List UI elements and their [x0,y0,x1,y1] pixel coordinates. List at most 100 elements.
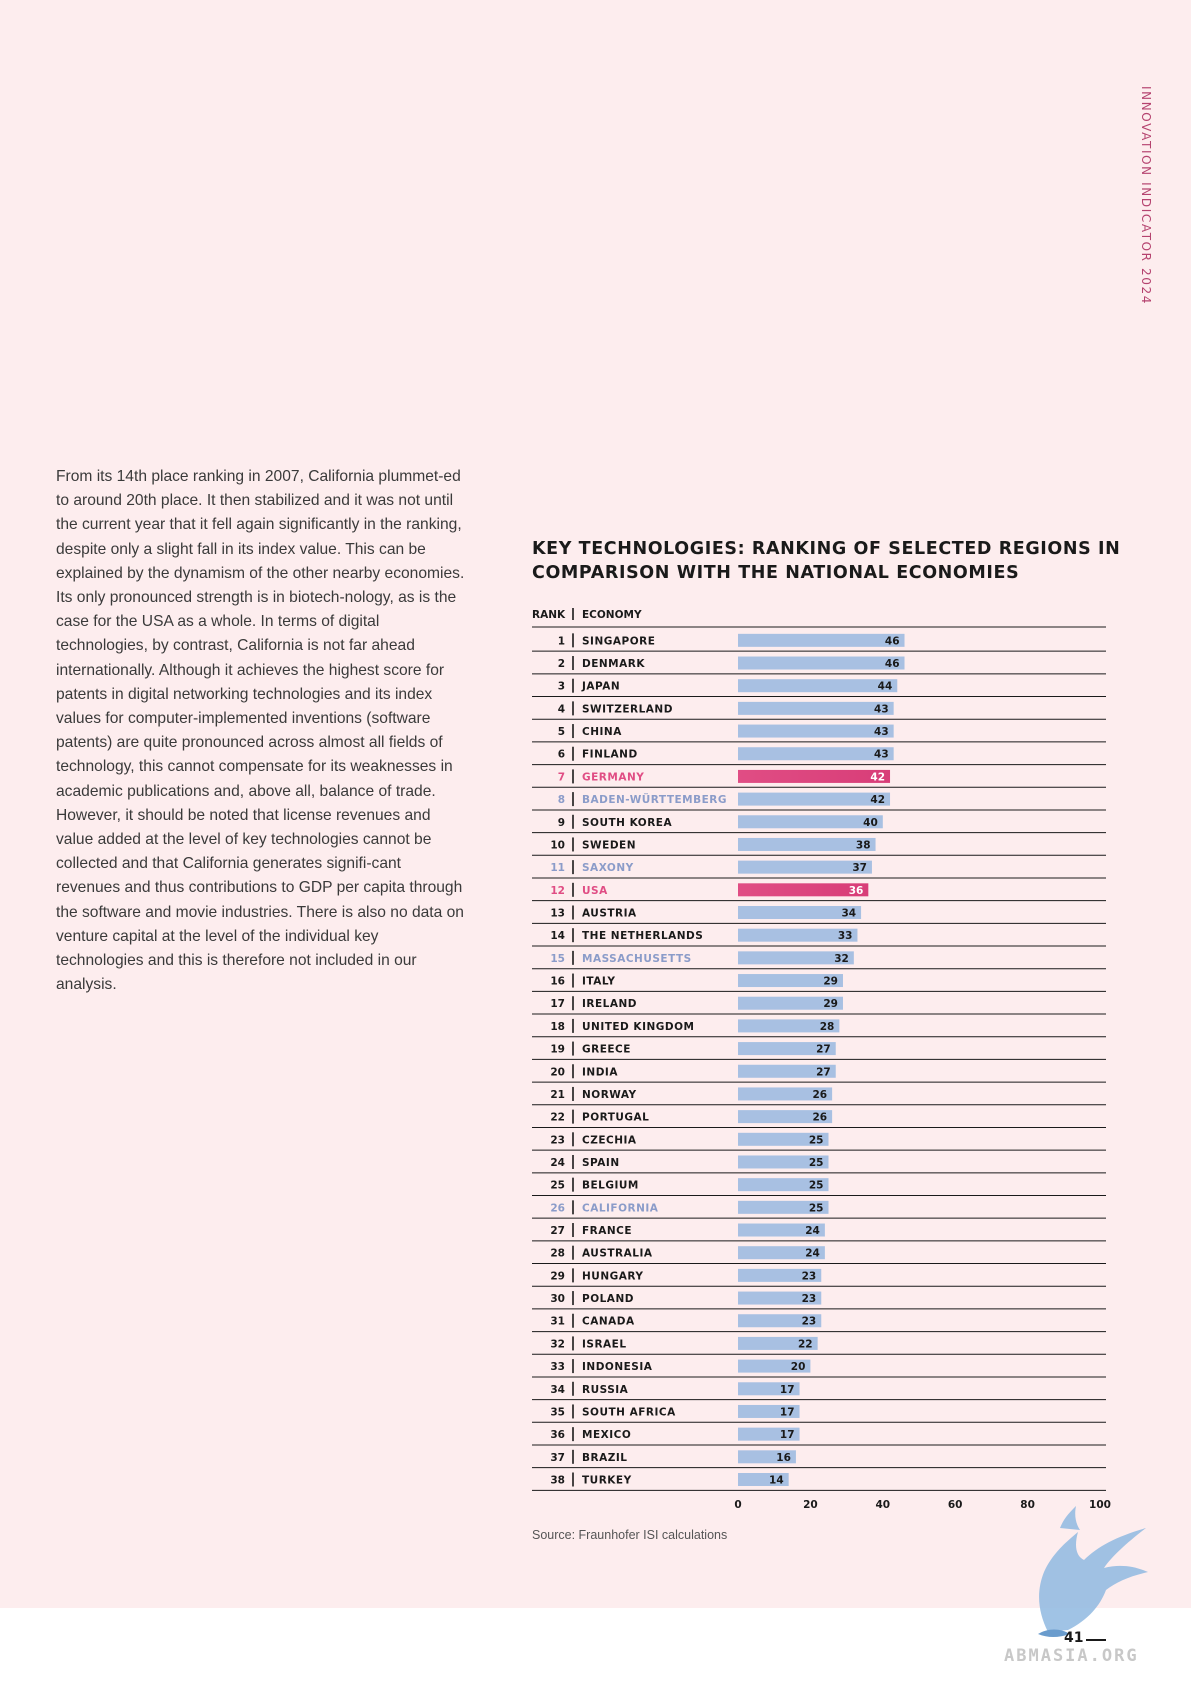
bar [738,1087,833,1101]
data-label: 27 [816,1066,831,1078]
data-label: 24 [805,1248,820,1260]
rank-label: 13 [550,908,565,920]
body-paragraph: From its 14th place ranking in 2007, Cal… [56,468,465,994]
data-label: 44 [878,681,893,693]
data-label: 16 [776,1452,791,1464]
page-number-dash [1086,1639,1106,1641]
economy-label: FINLAND [582,749,638,761]
rank-label: 35 [550,1406,565,1418]
data-label: 17 [780,1384,795,1396]
bar [738,1314,822,1328]
bar [738,1155,829,1169]
bar [738,1268,822,1282]
economy-label: BELGIUM [582,1180,639,1192]
rank-label: 31 [550,1316,565,1328]
economy-label: ITALY [582,976,616,988]
economy-label: ISRAEL [582,1338,627,1350]
data-label: 23 [802,1316,817,1328]
data-label: 17 [780,1429,795,1441]
economy-label: SWEDEN [582,839,636,851]
rank-label: 16 [550,976,565,988]
economy-label: MASSACHUSETTS [582,953,692,965]
data-label: 25 [809,1134,824,1146]
data-label: 43 [874,726,889,738]
bar [738,656,905,670]
data-label: 24 [805,1225,820,1237]
x-tick-label: 60 [948,1499,963,1511]
rank-label: 24 [550,1157,565,1169]
economy-label: INDIA [582,1066,618,1078]
economy-label: SPAIN [582,1157,620,1169]
bar [738,1019,840,1033]
economy-label: GREECE [582,1044,631,1056]
economy-label: IRELAND [582,998,637,1010]
rank-label: 20 [550,1066,565,1078]
data-label: 46 [885,635,900,647]
bar [738,1223,825,1237]
data-label: 36 [849,885,864,897]
data-label: 22 [798,1338,813,1350]
page-background [0,0,1191,1608]
rank-label: 1 [558,635,565,647]
bar [738,792,891,806]
griffin-logo-icon [1038,1506,1148,1637]
economy-label: SOUTH AFRICA [582,1406,676,1418]
data-label: 28 [820,1021,835,1033]
bar [738,1200,829,1214]
rank-label: 18 [550,1021,565,1033]
data-label: 25 [809,1180,824,1192]
rank-label: 21 [550,1089,565,1101]
data-label: 40 [863,817,878,829]
bar [738,1473,789,1486]
rank-label: 9 [558,817,565,829]
bar [738,1246,825,1260]
economy-label: INDONESIA [582,1361,653,1373]
bar [738,701,894,715]
bar [738,1291,822,1305]
rank-label: 12 [550,885,565,897]
economy-label: SAXONY [582,862,634,874]
data-label: 43 [874,703,889,715]
rank-label: 6 [558,749,565,761]
economy-label: SOUTH KOREA [582,817,672,829]
data-label: 25 [809,1202,824,1214]
bar [738,747,894,761]
data-label: 17 [780,1406,795,1418]
economy-label: SWITZERLAND [582,703,673,715]
bar [738,951,854,965]
bar [738,1427,800,1441]
data-label: 26 [812,1112,827,1124]
bar [738,837,876,851]
bar [738,928,858,942]
rank-label: 3 [558,681,565,693]
economy-label: BADEN-WÜRTTEMBERG [582,792,727,806]
economy-label: UNITED KINGDOM [582,1021,694,1033]
economy-label: CHINA [582,726,622,738]
economy-label: HUNGARY [582,1270,643,1282]
economy-label: CANADA [582,1316,635,1328]
data-label: 33 [838,930,853,942]
bar [738,883,869,897]
data-label: 29 [823,976,838,988]
bar [738,724,894,738]
data-label: 42 [870,771,885,783]
rank-label: 11 [550,862,565,874]
data-label: 23 [802,1270,817,1282]
bar [738,679,898,693]
rank-label: 32 [550,1338,565,1350]
economy-label: CZECHIA [582,1134,637,1146]
rank-label: 30 [550,1293,565,1305]
bar [738,815,883,829]
rank-label: 23 [550,1134,565,1146]
bar [738,1042,836,1056]
bar [738,1404,800,1418]
rank-label: 19 [550,1044,565,1056]
economy-label: JAPAN [581,681,620,693]
rank-label: 33 [550,1361,565,1373]
rank-label: 25 [550,1180,565,1192]
data-label: 23 [802,1293,817,1305]
rank-label: 29 [550,1270,565,1282]
economy-column-header: ECONOMY [582,609,642,621]
bar [738,1450,796,1464]
data-label: 32 [834,953,849,965]
